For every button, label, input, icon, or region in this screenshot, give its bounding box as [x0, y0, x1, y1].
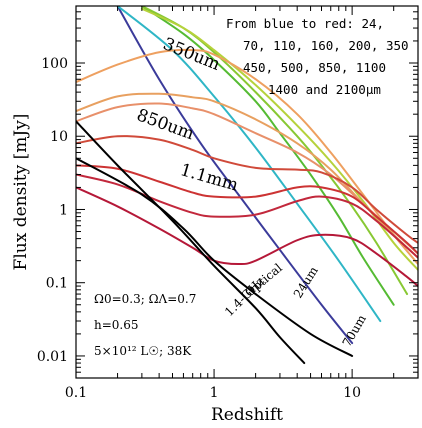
y-tick-label: 100	[41, 56, 68, 72]
series-line	[76, 120, 306, 365]
legend: From blue to red: 24, 70, 110, 160, 200, …	[226, 16, 409, 97]
y-axis-title: Flux density [mJy]	[11, 114, 31, 271]
x-tick-label: 0.1	[65, 385, 87, 401]
parameter-line: h=0.65	[94, 318, 139, 332]
y-tick-label: 0.01	[37, 349, 68, 365]
parameter-line: 5×10¹² L☉; 38K	[94, 344, 192, 358]
series-line	[76, 157, 354, 357]
series-line	[76, 164, 418, 255]
series-line	[76, 135, 418, 244]
y-tick-label: 1	[59, 202, 68, 218]
tick-labels: 0.1 1 10 0.01 0.1 1 10 100	[37, 56, 361, 401]
legend-line: 1400 and 2100μm	[268, 82, 381, 97]
legend-line: 70, 110, 160, 200, 350	[243, 38, 409, 53]
cosmology-parameters: Ω0=0.3; ΩΛ=0.7 h=0.65 5×10¹² L☉; 38K	[94, 292, 196, 358]
plot-frame	[75, 5, 419, 379]
x-tick-label: 10	[343, 385, 361, 401]
y-tick-label: 0.1	[46, 276, 68, 292]
series-line	[140, 7, 418, 271]
x-axis-title: Redshift	[211, 405, 283, 425]
series-line	[76, 186, 418, 288]
curves	[76, 6, 418, 365]
legend-line: 450, 500, 850, 1100	[243, 60, 386, 75]
axis-ticks	[75, 5, 419, 379]
parameter-line: Ω0=0.3; ΩΛ=0.7	[94, 292, 196, 306]
series-line	[76, 173, 418, 259]
series-line	[116, 6, 354, 345]
y-tick-label: 10	[50, 129, 68, 145]
x-tick-label: 1	[210, 385, 219, 401]
legend-line: From blue to red: 24,	[226, 16, 384, 31]
